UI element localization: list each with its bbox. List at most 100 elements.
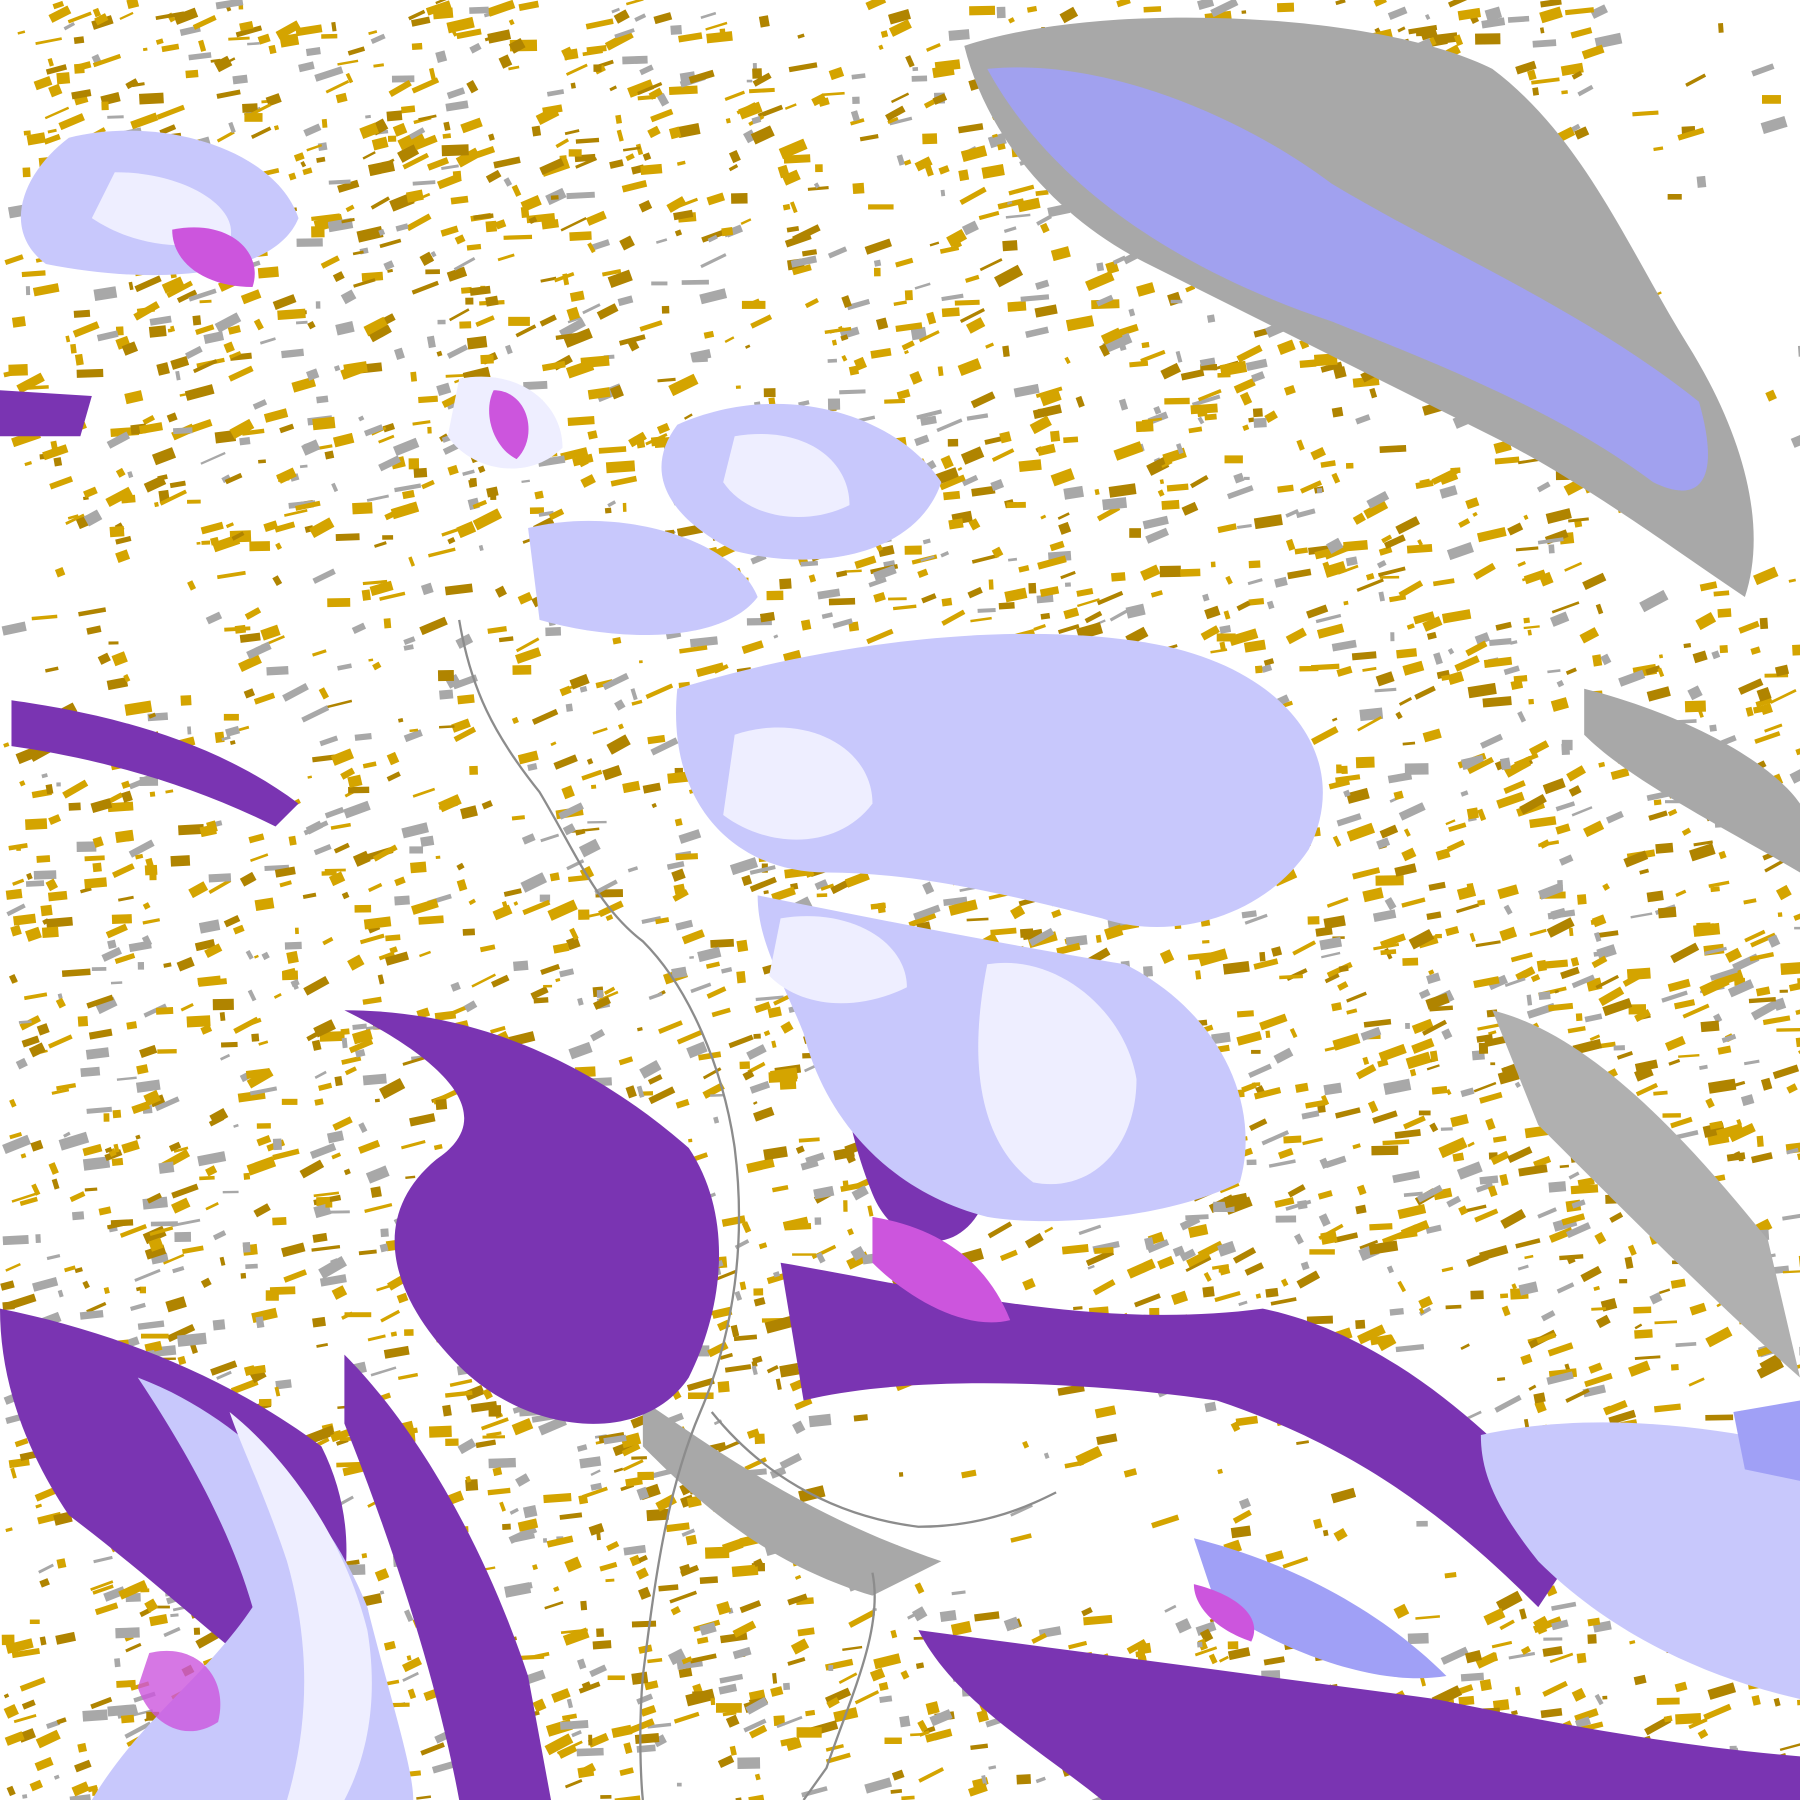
cloud-speck [135, 1079, 161, 1093]
cloud-speck [426, 157, 450, 171]
cloud-speck [133, 301, 160, 321]
cloud-speck [957, 123, 984, 134]
cloud-speck [921, 593, 937, 604]
cloud-speck [561, 785, 575, 800]
cloud-speck [1217, 1468, 1223, 1475]
cloud-speck [1389, 1307, 1404, 1316]
cloud-speck [383, 1345, 410, 1359]
cloud-speck [1324, 1155, 1347, 1169]
cloud-speck [718, 1683, 738, 1695]
cloud-speck [421, 479, 435, 490]
cloud-speck [1336, 764, 1342, 774]
cloud-speck [1576, 1652, 1587, 1664]
cloud-speck [397, 143, 420, 163]
cloud-speck [195, 324, 215, 335]
cloud-speck [710, 1093, 725, 1097]
cloud-speck [56, 1082, 77, 1091]
cloud-speck [245, 1263, 258, 1269]
cloud-speck [735, 385, 741, 389]
cloud-speck [139, 1044, 158, 1059]
cloud-speck [1406, 543, 1433, 554]
cloud-speck [1760, 1077, 1773, 1091]
cloud-speck [531, 125, 542, 137]
cloud-speck [1061, 1244, 1089, 1255]
cloud-speck [904, 545, 922, 555]
cloud-speck [1587, 1617, 1601, 1627]
cloud-speck [1197, 1641, 1203, 1648]
cloud-speck [878, 1681, 889, 1691]
cloud-speck [35, 1234, 41, 1244]
cloud-speck [847, 1228, 854, 1236]
cloud-speck [585, 18, 614, 30]
cloud-speck [655, 917, 670, 925]
cloud-speck [1570, 956, 1580, 967]
cloud-speck [475, 315, 495, 328]
cloud-speck [491, 974, 510, 988]
cloud-speck [199, 299, 212, 304]
cloud-speck [331, 482, 339, 493]
cloud-speck [550, 195, 559, 200]
cloud-speck [1324, 973, 1340, 984]
cloud-speck [366, 494, 389, 502]
cloud-speck [291, 376, 317, 393]
cloud-speck [1709, 724, 1717, 732]
cloud-speck [1336, 813, 1362, 827]
cloud-speck [203, 331, 225, 345]
cloud-speck [540, 963, 561, 975]
cloud-speck [1405, 1022, 1410, 1029]
cloud-speck [732, 1620, 757, 1638]
cloud-speck [1299, 359, 1317, 369]
cloud-speck [666, 196, 687, 213]
cloud-speck [717, 1319, 731, 1332]
cloud-speck [1634, 1323, 1643, 1330]
cloud-speck [273, 993, 282, 999]
cloud-speck [44, 106, 70, 120]
cloud-speck [1330, 1487, 1357, 1504]
cloud-speck [873, 267, 881, 277]
cloud-speck [341, 1055, 362, 1065]
cloud-speck [126, 0, 140, 10]
cloud-speck [1003, 1616, 1020, 1632]
cloud-speck [899, 1715, 911, 1728]
cloud-speck [239, 632, 261, 643]
cloud-speck [250, 126, 272, 139]
cloud-speck [436, 350, 443, 357]
cloud-speck [570, 82, 576, 89]
cloud-speck [1395, 1343, 1425, 1353]
cloud-speck [815, 1252, 826, 1264]
cloud-speck [74, 1267, 83, 1274]
cloud-speck [562, 1713, 578, 1721]
cloud-speck [1571, 974, 1596, 989]
cloud-speck [873, 591, 886, 603]
cloud-speck [1511, 1283, 1517, 1290]
cloud-speck [1368, 1240, 1399, 1255]
cloud-speck [425, 0, 452, 16]
cloud-speck [344, 1312, 372, 1318]
cloud-speck [56, 72, 71, 85]
cloud-speck [653, 12, 673, 25]
cloud-speck [1428, 969, 1435, 976]
cloud-speck [739, 1281, 747, 1291]
cloud-speck [109, 526, 125, 538]
cloud-speck [139, 1286, 147, 1294]
cloud-speck [564, 1556, 582, 1573]
cloud-speck [996, 6, 1006, 19]
cloud-speck [1475, 940, 1501, 948]
cloud-speck [1765, 389, 1777, 402]
cloud-speck [1685, 73, 1707, 87]
cloud-speck [642, 152, 652, 161]
cloud-speck [901, 340, 915, 351]
cloud-speck [671, 966, 688, 979]
cloud-speck [1532, 39, 1557, 48]
cloud-speck [1265, 1030, 1271, 1039]
cloud-speck [877, 902, 886, 914]
cloud-speck [920, 415, 937, 426]
cloud-speck [6, 903, 26, 917]
cloud-speck [405, 189, 424, 203]
cloud-speck [1536, 1332, 1557, 1344]
cloud-speck [31, 614, 58, 621]
cloud-speck [372, 661, 382, 671]
cloud-speck [888, 19, 912, 37]
cloud-speck [579, 685, 588, 693]
cloud-speck [539, 314, 557, 327]
